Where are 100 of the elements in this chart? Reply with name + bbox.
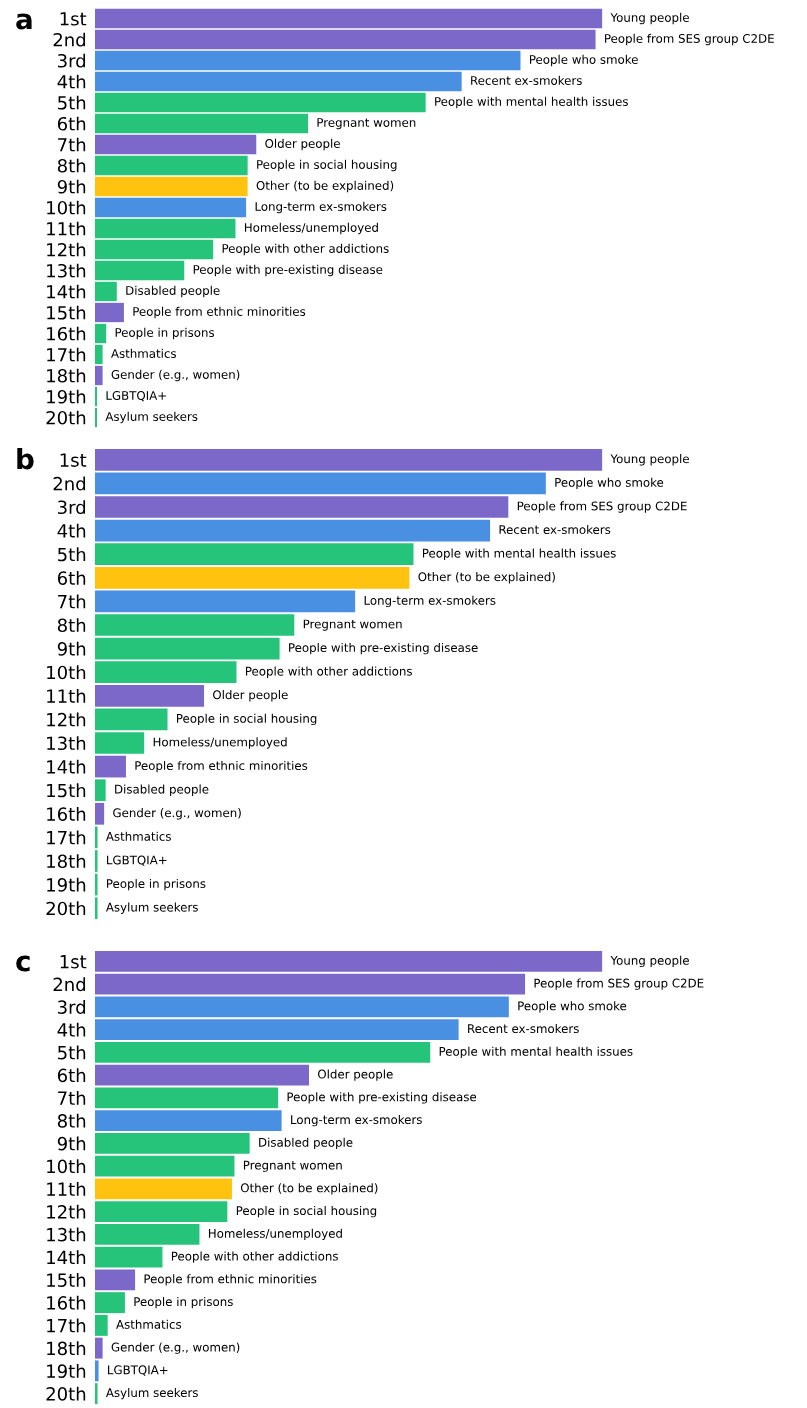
annotation: Young people	[610, 955, 689, 968]
bar	[95, 1292, 125, 1314]
bar	[95, 218, 236, 239]
y-tick-label: 8th	[57, 1113, 86, 1128]
y-tick-label: 19th	[47, 877, 86, 892]
y-tick-label: 9th	[57, 179, 86, 194]
bar	[95, 302, 124, 323]
bar	[95, 543, 414, 566]
annotation: Recent ex-smokers	[468, 1023, 579, 1034]
bar	[95, 897, 98, 920]
annotation: Recent ex-smokers	[499, 524, 611, 535]
bar	[95, 407, 98, 428]
bar	[95, 1383, 98, 1405]
y-tick-label: 18th	[47, 1341, 86, 1356]
annotation: People in prisons	[107, 878, 206, 891]
bar	[95, 661, 237, 684]
y-tick-label: 7th	[58, 594, 86, 609]
annotation: Gender (e.g., women)	[113, 808, 241, 820]
bar	[95, 826, 98, 849]
bar	[95, 281, 117, 302]
bar	[95, 176, 248, 197]
y-tick-label: 11th	[47, 688, 86, 703]
annotation: Other (to be explained)	[256, 180, 394, 193]
annotation: People with other addictions	[171, 1251, 338, 1263]
y-tick-label: 1st	[60, 453, 87, 467]
bar	[95, 1064, 310, 1086]
bar	[95, 365, 103, 386]
annotation: Older people	[318, 1069, 393, 1081]
annotation: Young people	[610, 454, 689, 466]
y-tick-label: 2nd	[53, 476, 86, 491]
y-tick-label: 4th	[57, 523, 86, 538]
annotation: People from ethnic minorities	[135, 760, 308, 773]
bar	[95, 779, 106, 802]
bar	[95, 708, 168, 731]
bar	[95, 134, 257, 155]
y-tick-label: 15th	[47, 783, 86, 798]
bar	[95, 50, 521, 71]
annotation: People from SES group C2DE	[534, 978, 704, 990]
annotation: Long-term ex-smokers	[364, 595, 496, 608]
annotation: Long-term ex-smokers	[255, 201, 387, 214]
y-tick-label: 6th	[57, 1068, 86, 1083]
bar	[95, 614, 295, 636]
y-tick-label: 20th	[46, 410, 86, 425]
bar	[95, 850, 98, 872]
annotation: People who smoke	[518, 1001, 627, 1013]
bar	[95, 732, 145, 754]
y-tick-label: 10th	[47, 665, 86, 680]
bar	[95, 519, 491, 542]
annotation: Recent ex-smokers	[471, 75, 582, 85]
annotation: Homeless/unemployed	[153, 737, 287, 749]
bar	[95, 566, 410, 589]
y-tick-label: 4th	[57, 74, 86, 89]
annotation: People with pre-existing disease	[193, 264, 383, 277]
bar	[95, 113, 308, 134]
annotation: Disabled people	[126, 285, 220, 298]
annotation: Pregnant women	[243, 1160, 342, 1172]
annotation: People from ethnic minorities	[133, 306, 306, 319]
y-tick-label: 15th	[47, 305, 86, 320]
y-tick-label: 13th	[47, 1227, 86, 1242]
annotation: Asthmatics	[111, 348, 176, 358]
y-tick-label: 3rd	[57, 1000, 86, 1014]
annotation: Asylum seekers	[105, 1387, 198, 1400]
bar	[95, 1246, 163, 1268]
annotation: Homeless/unemployed	[244, 222, 378, 235]
y-tick-label: 6th	[57, 116, 86, 131]
y-tick-label: 17th	[47, 830, 86, 845]
annotation: People in social housing	[177, 713, 317, 726]
bar	[95, 386, 98, 407]
bar	[95, 1132, 250, 1154]
annotation: Gender (e.g., women)	[111, 1342, 240, 1354]
bar	[95, 92, 426, 113]
bar	[95, 1360, 99, 1382]
y-tick-label: 15th	[47, 1273, 86, 1287]
annotation: LGBTQIA+	[107, 855, 167, 866]
y-tick-label: 12th	[47, 1204, 86, 1219]
y-tick-label: 10th	[47, 1159, 86, 1174]
y-tick-label: 12th	[47, 242, 86, 257]
y-tick-label: 5th	[58, 95, 86, 110]
y-tick-label: 18th	[47, 368, 86, 383]
annotation: People with other addictions	[222, 243, 389, 256]
y-tick-label: 2nd	[53, 977, 86, 992]
annotation: People who smoke	[555, 477, 664, 490]
bar	[95, 873, 98, 896]
annotation: Disabled people	[115, 784, 209, 796]
bar	[95, 1019, 459, 1041]
annotation: Other (to be explained)	[418, 572, 555, 584]
y-tick-label: 19th	[47, 389, 86, 404]
bar	[95, 802, 105, 825]
y-tick-label: 13th	[47, 736, 86, 751]
bar	[95, 344, 103, 365]
chart-title: c	[16, 955, 30, 972]
y-tick-label: 14th	[47, 1250, 86, 1264]
y-tick-label: 3rd	[57, 500, 86, 515]
bar	[95, 637, 280, 660]
annotation: Homeless/unemployed	[208, 1228, 342, 1241]
bar	[95, 1041, 431, 1063]
y-tick-label: 16th	[47, 806, 86, 821]
annotation: People with mental health issues	[422, 548, 616, 560]
bar	[95, 197, 247, 218]
y-tick-label: 18th	[47, 854, 86, 869]
